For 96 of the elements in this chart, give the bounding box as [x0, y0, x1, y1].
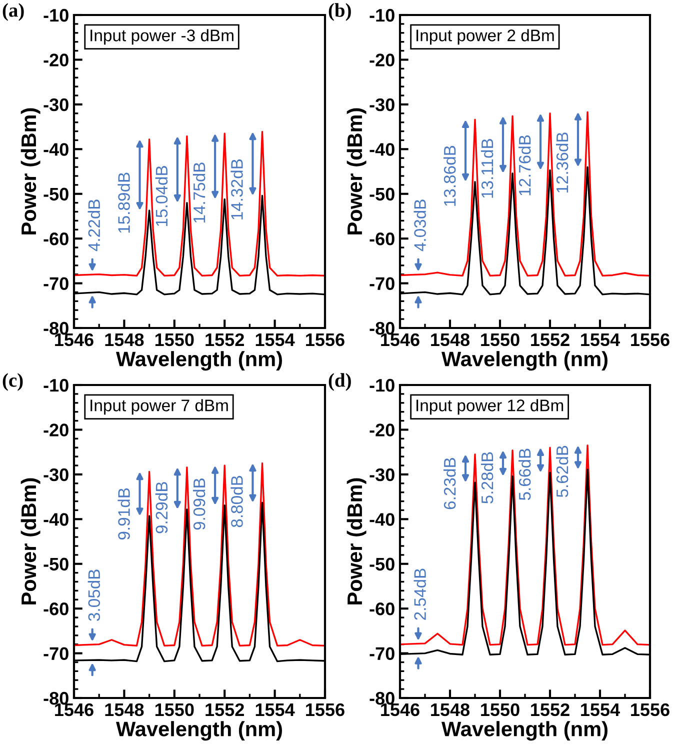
annotation: 5.66dB [518, 448, 531, 500]
x-tick-label: 1552 [531, 333, 570, 346]
y-tick-label: -80 [370, 322, 394, 335]
x-axis-title: Wavelength (nm) [116, 721, 282, 741]
y-tick-label: -50 [44, 558, 68, 571]
x-tick-label: 1548 [105, 333, 144, 346]
annotation: 13.11dB [480, 138, 494, 198]
y-tick-label: -20 [370, 424, 394, 436]
annotation: 5.28dB [480, 452, 494, 504]
y-tick-label: -30 [44, 468, 68, 482]
x-tick-label: 1554 [581, 334, 620, 346]
x-tick-label: 1546 [55, 333, 94, 346]
chart-title: (c) [2, 373, 23, 391]
y-tick-label: -70 [44, 647, 68, 660]
x-tick-label: 1550 [155, 703, 194, 716]
annotation: 2.54dB [414, 568, 426, 620]
y-axis-title: Power (dBm) [346, 478, 366, 604]
line-series [400, 111, 650, 277]
y-tick-label: -40 [44, 513, 68, 526]
annotation: 14.32dB [230, 159, 243, 220]
x-tick-label: 1556 [306, 333, 344, 346]
annotation: 9.29dB [155, 482, 168, 534]
y-tick-label: -50 [44, 188, 68, 201]
y-tick-label: -60 [44, 232, 68, 246]
y-tick-label: -20 [44, 424, 68, 436]
text: Input power 12 dBm [416, 399, 564, 415]
y-tick-label: -50 [370, 558, 394, 571]
y-tick-label: -10 [370, 8, 394, 22]
y-tick-label: -10 [370, 378, 394, 392]
y-tick-label: -70 [370, 277, 394, 290]
y-tick-label: -10 [44, 378, 68, 392]
x-tick-label: 1554 [581, 704, 620, 716]
y-axis-title: Power (dBm) [20, 478, 40, 604]
y-tick-label: -60 [370, 232, 394, 246]
x-tick-label: 1550 [155, 333, 194, 346]
y-axis-title: Power (dBm) [20, 108, 40, 234]
y-tick-label: -80 [44, 692, 68, 705]
x-axis-title: Wavelength (nm) [442, 351, 608, 371]
y-tick-label: -60 [44, 602, 68, 616]
x-tick-label: 1546 [381, 333, 420, 346]
x-axis-title: Wavelength (nm) [442, 721, 608, 741]
y-tick-label: -80 [44, 322, 68, 335]
y-tick-label: -20 [370, 54, 394, 66]
x-tick-label: 1546 [55, 703, 94, 716]
y-axis-title: Power (dBm) [346, 108, 366, 234]
y-tick-label: -30 [370, 98, 394, 112]
x-tick-label: 1556 [631, 333, 670, 346]
x-tick-label: 1554 [256, 334, 295, 346]
annotation: 4.22dB [88, 200, 100, 252]
y-tick-label: -60 [370, 602, 394, 616]
annotation: 8.80dB [230, 476, 243, 528]
y-tick-label: -50 [370, 188, 394, 201]
line-series [74, 130, 325, 277]
annotation: 9.91dB [118, 488, 130, 540]
line-series [74, 462, 325, 647]
chart-title: (a) [2, 3, 24, 21]
chart-title: (b) [328, 3, 351, 21]
x-tick-label: 1548 [105, 703, 144, 716]
y-tick-label: -40 [370, 513, 394, 526]
text: Input power 2 dBm [416, 29, 554, 45]
chart-title: (d) [328, 373, 351, 391]
x-tick-label: 1556 [306, 703, 344, 716]
x-tick-label: 1548 [431, 703, 470, 716]
y-tick-label: -80 [370, 692, 394, 705]
x-tick-label: 1548 [431, 333, 470, 346]
annotation: 9.09dB [192, 478, 206, 530]
x-tick-label: 1550 [481, 703, 520, 716]
y-tick-label: -10 [44, 8, 68, 22]
x-tick-label: 1554 [256, 704, 295, 716]
text: Input power 7 dBm [90, 399, 228, 415]
x-tick-label: 1546 [381, 703, 420, 716]
annotation: 5.62dB [556, 446, 568, 498]
annotation: 3.05dB [88, 570, 100, 621]
line-series [400, 444, 650, 646]
y-tick-label: -20 [44, 54, 68, 66]
x-tick-label: 1556 [631, 703, 670, 716]
text: Input power -3 dBm [90, 29, 234, 45]
x-tick-label: 1552 [206, 703, 244, 716]
x-tick-label: 1552 [531, 703, 570, 716]
annotation: 12.76dB [518, 135, 531, 196]
y-tick-label: -30 [44, 98, 68, 112]
x-axis-title: Wavelength (nm) [116, 351, 282, 371]
annotation: 12.36dB [556, 132, 568, 193]
y-tick-label: -30 [370, 468, 394, 482]
x-tick-label: 1552 [206, 333, 244, 346]
annotation: 15.04dB [155, 166, 168, 226]
annotation: 4.03dB [414, 200, 426, 252]
y-tick-label: -70 [44, 277, 68, 290]
y-tick-label: -40 [370, 143, 394, 156]
annotation: 13.86dB [443, 146, 456, 206]
annotation: 14.75dB [192, 162, 206, 223]
y-tick-label: -40 [44, 143, 68, 156]
annotation: 6.23dB [443, 458, 456, 510]
x-tick-label: 1550 [481, 333, 520, 346]
annotation: 15.89dB [118, 172, 130, 233]
y-tick-label: -70 [370, 647, 394, 660]
